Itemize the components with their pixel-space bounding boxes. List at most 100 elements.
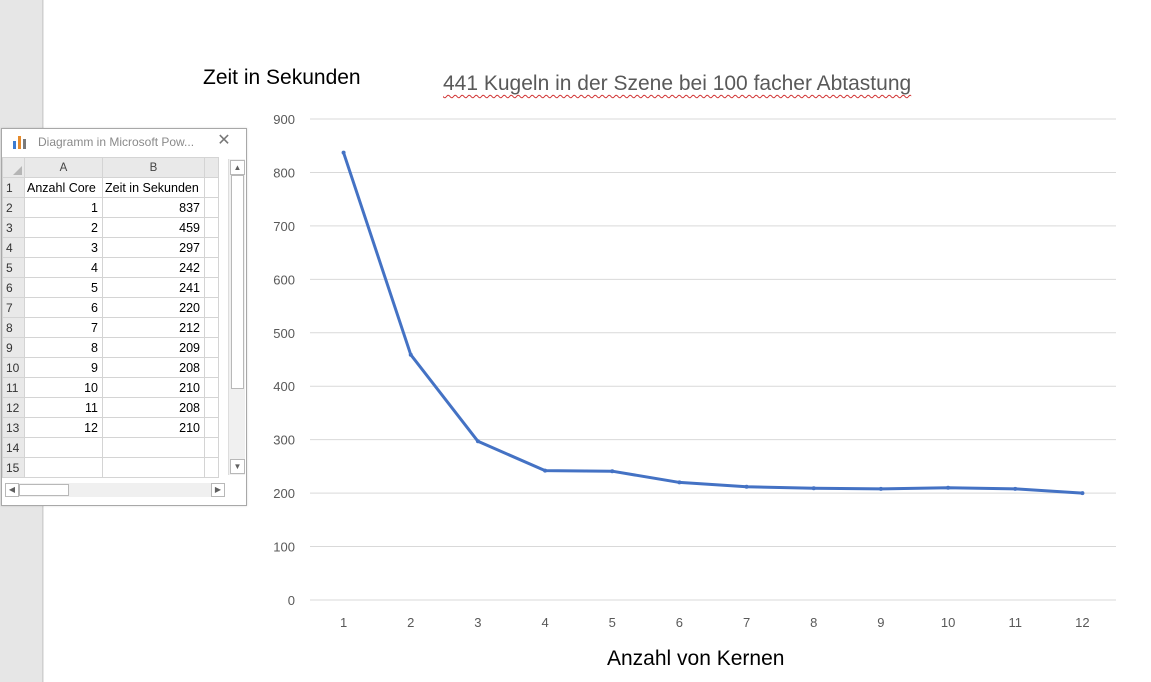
cell-cores[interactable]: 4 bbox=[24, 257, 103, 278]
cell-cores[interactable]: 2 bbox=[24, 217, 103, 238]
cell-seconds[interactable]: 241 bbox=[102, 277, 205, 298]
cell-empty[interactable] bbox=[204, 297, 219, 318]
scroll-left-icon[interactable]: ◀ bbox=[5, 483, 19, 497]
data-point[interactable] bbox=[1013, 486, 1018, 491]
cell-seconds[interactable]: 212 bbox=[102, 317, 205, 338]
row-header[interactable]: 11 bbox=[2, 377, 25, 398]
cell-empty[interactable] bbox=[204, 417, 219, 438]
chart-icon bbox=[13, 136, 28, 149]
row-header[interactable]: 15 bbox=[2, 457, 25, 478]
data-point[interactable] bbox=[1080, 491, 1085, 496]
cell-seconds[interactable]: 210 bbox=[102, 417, 205, 438]
window-titlebar[interactable]: Diagramm in Microsoft Pow... ✕ bbox=[2, 129, 246, 156]
series-line[interactable] bbox=[342, 152, 1083, 495]
row-header[interactable]: 6 bbox=[2, 277, 25, 298]
cell-cores[interactable]: 11 bbox=[24, 397, 103, 418]
y-tick-label: 400 bbox=[273, 379, 295, 394]
cell-seconds[interactable]: 459 bbox=[102, 217, 205, 238]
cell-cores[interactable]: Anzahl Core bbox=[24, 177, 103, 198]
cell-cores[interactable]: 8 bbox=[24, 337, 103, 358]
data-point[interactable] bbox=[475, 439, 480, 444]
cell-empty[interactable] bbox=[204, 237, 219, 258]
cell-cores[interactable]: 5 bbox=[24, 277, 103, 298]
close-icon[interactable]: ✕ bbox=[217, 132, 231, 149]
cell-empty[interactable] bbox=[204, 317, 219, 338]
row-header[interactable]: 8 bbox=[2, 317, 25, 338]
cell-cores[interactable]: 1 bbox=[24, 197, 103, 218]
scroll-right-icon[interactable]: ▶ bbox=[211, 483, 225, 497]
cell-empty[interactable] bbox=[204, 457, 219, 478]
data-point[interactable] bbox=[677, 480, 682, 485]
vertical-scrollbar[interactable]: ▲ ▼ bbox=[228, 159, 245, 475]
cell-seconds[interactable]: 208 bbox=[102, 357, 205, 378]
cell-cores[interactable] bbox=[24, 457, 103, 478]
row-header[interactable]: 9 bbox=[2, 337, 25, 358]
cell-seconds[interactable]: Zeit in Sekunden bbox=[102, 177, 205, 198]
chart-title[interactable]: 441 Kugeln in der Szene bei 100 facher A… bbox=[443, 72, 912, 95]
cell-empty[interactable] bbox=[204, 277, 219, 298]
vertical-scroll-thumb[interactable] bbox=[231, 175, 244, 389]
cell-seconds[interactable]: 210 bbox=[102, 377, 205, 398]
cell-seconds[interactable]: 242 bbox=[102, 257, 205, 278]
cell-seconds[interactable]: 837 bbox=[102, 197, 205, 218]
column-header-a[interactable]: A bbox=[24, 157, 103, 178]
x-tick-label: 8 bbox=[810, 615, 817, 630]
cell-empty[interactable] bbox=[204, 337, 219, 358]
scroll-down-icon[interactable]: ▼ bbox=[230, 459, 245, 474]
data-point[interactable] bbox=[811, 486, 816, 491]
cell-empty[interactable] bbox=[204, 437, 219, 458]
chart-data-window[interactable]: Diagramm in Microsoft Pow... ✕ A B 1 Anza… bbox=[1, 128, 247, 506]
row-header[interactable]: 7 bbox=[2, 297, 25, 318]
select-all-corner[interactable] bbox=[2, 157, 25, 178]
cell-cores[interactable]: 10 bbox=[24, 377, 103, 398]
row-header[interactable]: 3 bbox=[2, 217, 25, 238]
table-row: 11 10 210 bbox=[2, 377, 219, 398]
cell-empty[interactable] bbox=[204, 377, 219, 398]
row-header[interactable]: 4 bbox=[2, 237, 25, 258]
cell-seconds[interactable] bbox=[102, 457, 205, 478]
table-row: 2 1 837 bbox=[2, 197, 219, 218]
cell-cores[interactable]: 3 bbox=[24, 237, 103, 258]
data-point[interactable] bbox=[408, 352, 413, 357]
table-row: 9 8 209 bbox=[2, 337, 219, 358]
row-header[interactable]: 2 bbox=[2, 197, 25, 218]
cell-empty[interactable] bbox=[204, 397, 219, 418]
cell-cores[interactable]: 6 bbox=[24, 297, 103, 318]
row-header[interactable]: 12 bbox=[2, 397, 25, 418]
cell-cores[interactable]: 9 bbox=[24, 357, 103, 378]
scroll-up-icon[interactable]: ▲ bbox=[230, 160, 245, 175]
cell-cores[interactable]: 12 bbox=[24, 417, 103, 438]
column-header-b[interactable]: B bbox=[102, 157, 205, 178]
data-point[interactable] bbox=[946, 485, 951, 490]
cell-empty[interactable] bbox=[204, 217, 219, 238]
row-header[interactable]: 1 bbox=[2, 177, 25, 198]
cell-seconds[interactable]: 209 bbox=[102, 337, 205, 358]
data-point[interactable] bbox=[610, 469, 615, 474]
cell-seconds[interactable]: 220 bbox=[102, 297, 205, 318]
horizontal-scroll-thumb[interactable] bbox=[19, 484, 69, 496]
column-header-empty[interactable] bbox=[204, 157, 219, 178]
cell-empty[interactable] bbox=[204, 257, 219, 278]
row-header[interactable]: 13 bbox=[2, 417, 25, 438]
y-tick-label: 200 bbox=[273, 486, 295, 501]
cell-empty[interactable] bbox=[204, 357, 219, 378]
row-header[interactable]: 10 bbox=[2, 357, 25, 378]
data-point[interactable] bbox=[341, 150, 346, 155]
cell-seconds[interactable]: 208 bbox=[102, 397, 205, 418]
row-header[interactable]: 5 bbox=[2, 257, 25, 278]
cell-seconds[interactable]: 297 bbox=[102, 237, 205, 258]
horizontal-scrollbar[interactable]: ◀ ▶ bbox=[5, 483, 225, 497]
cell-cores[interactable]: 7 bbox=[24, 317, 103, 338]
cell-seconds[interactable] bbox=[102, 437, 205, 458]
cell-empty[interactable] bbox=[204, 177, 219, 198]
data-point[interactable] bbox=[878, 486, 883, 491]
cell-empty[interactable] bbox=[204, 197, 219, 218]
cell-cores[interactable] bbox=[24, 437, 103, 458]
table-row: 7 6 220 bbox=[2, 297, 219, 318]
data-point[interactable] bbox=[543, 468, 548, 473]
table-row: 5 4 242 bbox=[2, 257, 219, 278]
spreadsheet-grid[interactable]: A B 1 Anzahl Core Zeit in Sekunden 2 1 837 3 2 4… bbox=[2, 157, 219, 478]
data-point[interactable] bbox=[744, 484, 749, 489]
row-header[interactable]: 14 bbox=[2, 437, 25, 458]
